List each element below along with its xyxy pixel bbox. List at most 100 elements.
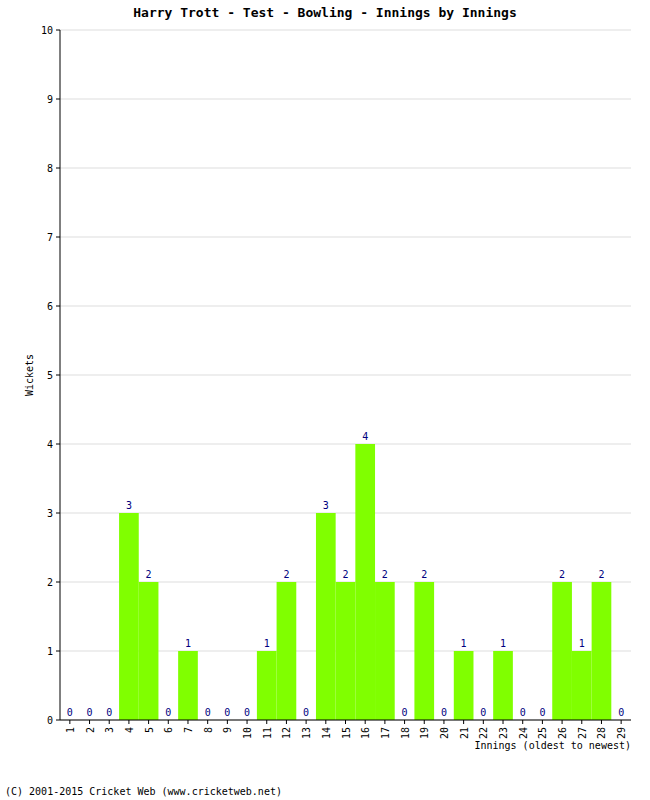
data-label: 0	[441, 707, 447, 718]
x-tick	[286, 720, 287, 724]
x-tick-label: 1	[65, 727, 76, 733]
data-label: 2	[146, 569, 152, 580]
x-tick	[148, 720, 149, 724]
x-tick-label: 25	[537, 727, 548, 739]
data-label: 0	[165, 707, 171, 718]
x-tick-label: 13	[301, 727, 312, 739]
data-label: 1	[264, 638, 270, 649]
data-label: 0	[402, 707, 408, 718]
x-tick	[562, 720, 563, 724]
data-label: 3	[323, 500, 329, 511]
x-tick	[483, 720, 484, 724]
grid-line	[60, 306, 631, 307]
y-tick	[56, 99, 60, 100]
bar	[375, 582, 395, 720]
y-tick-label: 4	[47, 439, 53, 450]
data-label: 0	[106, 707, 112, 718]
chart-svg: Harry Trott - Test - Bowling - Innings b…	[0, 0, 650, 800]
x-tick	[384, 720, 385, 724]
x-tick-label: 23	[498, 727, 509, 739]
x-tick-label: 28	[596, 727, 607, 739]
y-tick-label: 2	[47, 577, 53, 588]
bar	[592, 582, 612, 720]
x-tick-label: 17	[380, 727, 391, 739]
y-tick-label: 9	[47, 94, 53, 105]
x-tick	[365, 720, 366, 724]
x-tick	[581, 720, 582, 724]
data-label: 0	[618, 707, 624, 718]
data-label: 0	[520, 707, 526, 718]
x-tick-label: 16	[360, 727, 371, 739]
y-tick-label: 5	[47, 370, 53, 381]
y-tick	[56, 30, 60, 31]
grid-line	[60, 99, 631, 100]
y-tick	[56, 582, 60, 583]
x-tick	[187, 720, 188, 724]
x-tick	[522, 720, 523, 724]
grid-line	[60, 237, 631, 238]
data-label: 0	[244, 707, 250, 718]
data-label: 2	[342, 569, 348, 580]
grid-line	[60, 375, 631, 376]
x-tick	[345, 720, 346, 724]
x-tick-label: 6	[163, 727, 174, 733]
x-tick-label: 27	[577, 727, 588, 739]
y-axis-label: Wickets	[24, 354, 35, 396]
grid-line	[60, 513, 631, 514]
x-tick	[325, 720, 326, 724]
x-tick	[542, 720, 543, 724]
data-labels: 00032010001203242020101002120	[67, 431, 624, 718]
y-tick	[56, 375, 60, 376]
x-tick	[227, 720, 228, 724]
background	[0, 0, 650, 800]
y-axis	[60, 30, 61, 720]
x-tick	[503, 720, 504, 724]
x-tick-label: 11	[262, 727, 273, 739]
x-axis-label: Innings (oldest to newest)	[474, 740, 631, 751]
title: Harry Trott - Test - Bowling - Innings b…	[133, 5, 517, 20]
data-label: 0	[67, 707, 73, 718]
data-label: 1	[185, 638, 191, 649]
data-label: 4	[362, 431, 368, 442]
data-label: 1	[579, 638, 585, 649]
data-label: 0	[87, 707, 93, 718]
x-tick-label: 15	[341, 727, 352, 739]
data-label: 2	[598, 569, 604, 580]
data-label: 0	[539, 707, 545, 718]
x-tick-label: 7	[183, 727, 194, 733]
y-tick-label: 8	[47, 163, 53, 174]
data-label: 2	[421, 569, 427, 580]
bar	[355, 444, 375, 720]
y-tick	[56, 513, 60, 514]
x-tick	[109, 720, 110, 724]
data-label: 2	[283, 569, 289, 580]
grid-line	[60, 168, 631, 169]
x-tick	[443, 720, 444, 724]
bar	[178, 651, 198, 720]
x-tick-label: 3	[104, 727, 115, 733]
bar	[316, 513, 336, 720]
x-tick-label: 19	[419, 727, 430, 739]
x-tick	[128, 720, 129, 724]
x-tick-label: 20	[439, 727, 450, 739]
x-tick	[207, 720, 208, 724]
x-tick	[463, 720, 464, 724]
x-tick-label: 22	[478, 727, 489, 739]
y-tick-label: 7	[47, 232, 53, 243]
grid-line	[60, 444, 631, 445]
x-tick	[621, 720, 622, 724]
y-tick	[56, 306, 60, 307]
y-tick-label: 6	[47, 301, 53, 312]
bar	[336, 582, 356, 720]
x-tick-label: 10	[242, 727, 253, 739]
chart-container: Harry Trott - Test - Bowling - Innings b…	[0, 0, 650, 800]
x-tick-label: 12	[281, 727, 292, 739]
x-tick-label: 5	[144, 727, 155, 733]
x-tick	[404, 720, 405, 724]
y-tick	[56, 237, 60, 238]
x-tick-label: 18	[400, 727, 411, 739]
data-label: 0	[224, 707, 230, 718]
x-tick	[168, 720, 169, 724]
x-tick-label: 29	[616, 727, 627, 739]
x-tick-label: 2	[85, 727, 96, 733]
